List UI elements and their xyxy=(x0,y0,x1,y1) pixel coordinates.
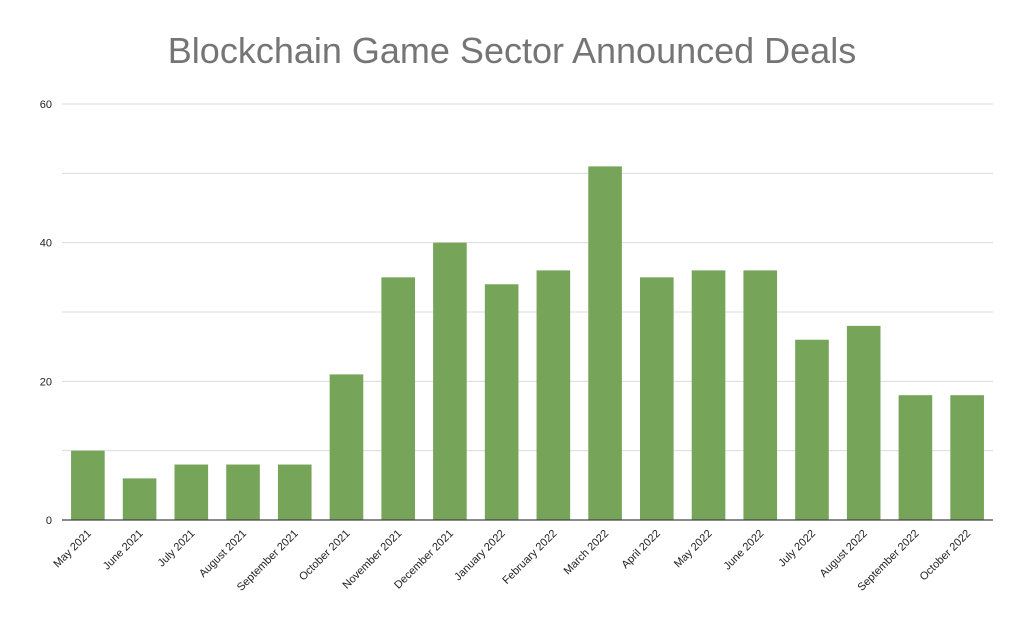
x-tick-label: February 2022 xyxy=(500,528,559,587)
bar xyxy=(433,242,467,520)
x-tick-label: October 2021 xyxy=(297,528,353,584)
bar xyxy=(122,478,157,520)
bar xyxy=(174,464,209,520)
x-tick-label: April 2022 xyxy=(619,528,663,572)
x-axis-tick-labels: May 2021 June 2021 July 2021 August 2021Sep… xyxy=(51,528,973,594)
bar xyxy=(691,270,726,520)
x-tick-label: January 2022 xyxy=(452,528,508,584)
x-tick-label: August 2022 xyxy=(818,528,870,580)
y-tick-label: 20 xyxy=(40,376,52,388)
x-tick-label: October 2022 xyxy=(918,528,974,584)
x-tick-label: July 2021 xyxy=(156,528,198,570)
bar xyxy=(743,270,778,520)
bar xyxy=(381,277,416,520)
bar xyxy=(639,277,674,520)
x-tick-label: June 2021 xyxy=(101,528,146,573)
bar xyxy=(329,374,364,520)
bar xyxy=(277,464,312,520)
x-tick-label: July 2022 xyxy=(776,528,818,570)
bar xyxy=(898,395,933,520)
bar xyxy=(226,464,260,520)
y-tick-label: 0 xyxy=(46,515,52,527)
x-tick-label: May 2022 xyxy=(672,528,715,571)
bar xyxy=(71,450,105,520)
y-tick-label: 60 xyxy=(40,99,52,111)
x-tick-label: March 2022 xyxy=(562,528,612,578)
bar xyxy=(536,270,571,520)
bars xyxy=(71,166,984,520)
x-tick-label: June 2022 xyxy=(722,528,767,573)
bar xyxy=(588,166,622,520)
y-tick-label: 40 xyxy=(40,238,52,250)
bar xyxy=(484,284,519,520)
y-axis-tick-labels: 0 20 40 60 xyxy=(40,99,52,527)
bar xyxy=(795,339,829,520)
x-tick-label: May 2021 xyxy=(51,528,94,571)
x-tick-label: August 2021 xyxy=(197,528,249,580)
bar xyxy=(846,325,881,520)
chart-title: Blockchain Game Sector Announced Deals xyxy=(167,30,857,71)
bar xyxy=(950,395,984,520)
grid-lines xyxy=(62,103,993,452)
